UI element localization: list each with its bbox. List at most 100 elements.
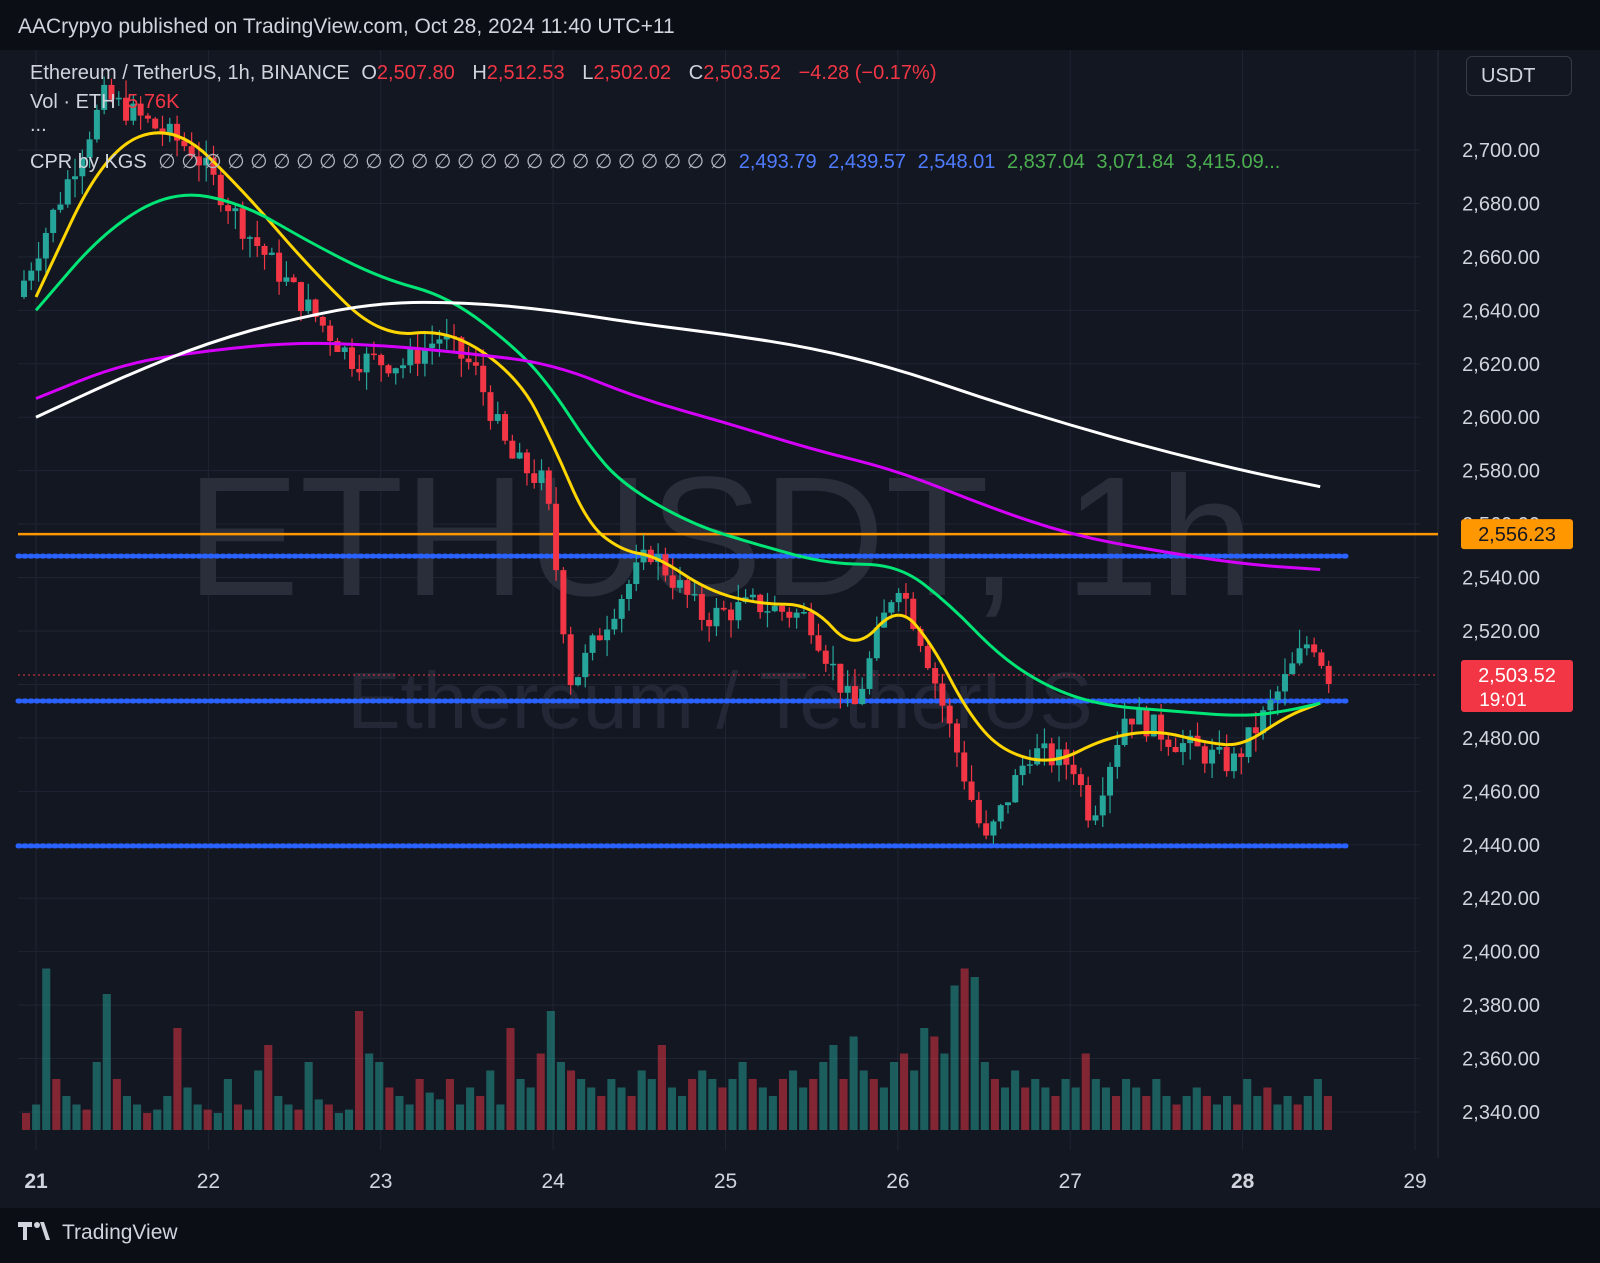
price-axis: 2,700.00 2,680.00 2,660.00 2,640.00 2,620.00… — [1462, 140, 1540, 1124]
brand[interactable]: TradingView — [18, 1220, 178, 1246]
candle-body — [815, 635, 822, 651]
candle-body — [421, 348, 428, 364]
volume-bar — [536, 1053, 545, 1130]
x-tick-label: 24 — [541, 1170, 565, 1193]
volume-bar — [213, 1113, 222, 1130]
volume-bar — [294, 1109, 303, 1130]
volume-bar — [1132, 1087, 1141, 1130]
y-tick-label: 2,440.00 — [1462, 835, 1540, 857]
volume-bar — [617, 1087, 626, 1130]
candle-body — [210, 157, 217, 175]
volume-bar — [22, 1113, 31, 1130]
volume-bar — [42, 968, 51, 1130]
candle-body — [924, 645, 931, 669]
candle-body — [1143, 709, 1150, 737]
candle-body — [101, 84, 108, 110]
candle-body — [1216, 747, 1223, 750]
candle-body — [961, 752, 968, 782]
candle-body — [866, 658, 873, 689]
volume-bar — [1152, 1079, 1161, 1130]
candle-body — [771, 605, 778, 612]
y-tick-label: 2,640.00 — [1462, 300, 1540, 322]
volume-bar — [52, 1079, 61, 1130]
volume-bar — [1081, 1053, 1090, 1130]
candle-body — [334, 340, 341, 352]
candle-body — [1201, 746, 1208, 764]
candle-body — [1158, 714, 1165, 740]
candle-body — [1296, 648, 1303, 664]
volume-bar — [960, 968, 969, 1130]
y-tick-label: 2,520.00 — [1462, 621, 1540, 643]
volume-bar — [82, 1109, 91, 1130]
tradingview-logo-icon — [18, 1220, 54, 1246]
candle-body — [1303, 644, 1310, 649]
candle-body — [378, 354, 385, 366]
candle-body — [363, 353, 370, 373]
volume-bar — [698, 1070, 707, 1130]
candle-body — [917, 628, 924, 646]
legend-low-label: L — [582, 62, 594, 84]
candle-body — [1260, 710, 1267, 734]
legend-ellipsis[interactable]: ... — [30, 114, 47, 136]
candle-body — [290, 277, 297, 283]
y-tick-label: 2,660.00 — [1462, 247, 1540, 269]
volume-bar — [970, 977, 979, 1130]
candle-body — [844, 686, 851, 693]
candle-body — [283, 277, 290, 282]
candle-body — [1041, 743, 1048, 749]
volume-bar — [395, 1096, 404, 1130]
candle-body — [808, 612, 815, 636]
volume-bar — [304, 1062, 313, 1130]
candle-body — [1019, 765, 1026, 776]
legend-cpr-v1: 2,493.79 — [738, 151, 817, 173]
countdown-label: 19:01 — [1479, 690, 1527, 711]
candle-body — [50, 209, 57, 233]
volume-bar — [405, 1104, 414, 1130]
candle-body — [1252, 727, 1259, 734]
y-tick-label: 2,400.00 — [1462, 942, 1540, 964]
candle-body — [720, 607, 727, 610]
candle-body — [975, 799, 982, 824]
volume-bar — [607, 1079, 616, 1130]
candle-body — [93, 109, 100, 140]
legend-ohlc: Ethereum / TetherUS, 1h, BINANCE O2,507.… — [30, 62, 942, 85]
y-tick-label: 2,620.00 — [1462, 354, 1540, 376]
volume-bar — [667, 1087, 676, 1130]
x-tick-label: 26 — [886, 1170, 909, 1193]
candle-body — [232, 208, 239, 212]
volume-bar — [829, 1045, 838, 1130]
volume-bar — [778, 1079, 788, 1130]
candle-body — [64, 179, 71, 205]
candle-body — [246, 237, 253, 239]
candle-body — [669, 575, 676, 588]
volume-bar — [1222, 1096, 1232, 1130]
volume-bar — [1212, 1104, 1221, 1130]
volume-bar — [284, 1104, 293, 1130]
candle-body — [618, 598, 625, 619]
candle-body — [735, 602, 742, 621]
volume-bar — [476, 1096, 485, 1130]
resistance-price-marker — [1461, 519, 1573, 550]
volume-bar — [496, 1104, 505, 1130]
candle-body — [1012, 775, 1019, 803]
x-tick-label: 21 — [24, 1170, 48, 1193]
candle-body — [764, 611, 771, 613]
volume-bar — [1313, 1079, 1322, 1130]
volume-bar — [678, 1096, 687, 1130]
legend-open-label: O — [361, 62, 377, 84]
volume-bar — [738, 1062, 747, 1130]
volume-bar — [1243, 1079, 1252, 1130]
candle-body — [174, 123, 181, 141]
volume-bar — [728, 1079, 737, 1130]
volume-bar — [1182, 1096, 1191, 1130]
candle-body — [414, 348, 421, 364]
volume-bar — [900, 1053, 909, 1130]
candle-body — [895, 592, 902, 603]
currency-button[interactable]: USDT — [1466, 56, 1572, 96]
candle-body — [385, 365, 392, 374]
ma-line-ema-green — [34, 193, 1321, 717]
candle-body — [458, 337, 465, 359]
candle-body — [523, 452, 530, 474]
legend-volume: Vol · ETH 5.76K — [30, 91, 185, 114]
